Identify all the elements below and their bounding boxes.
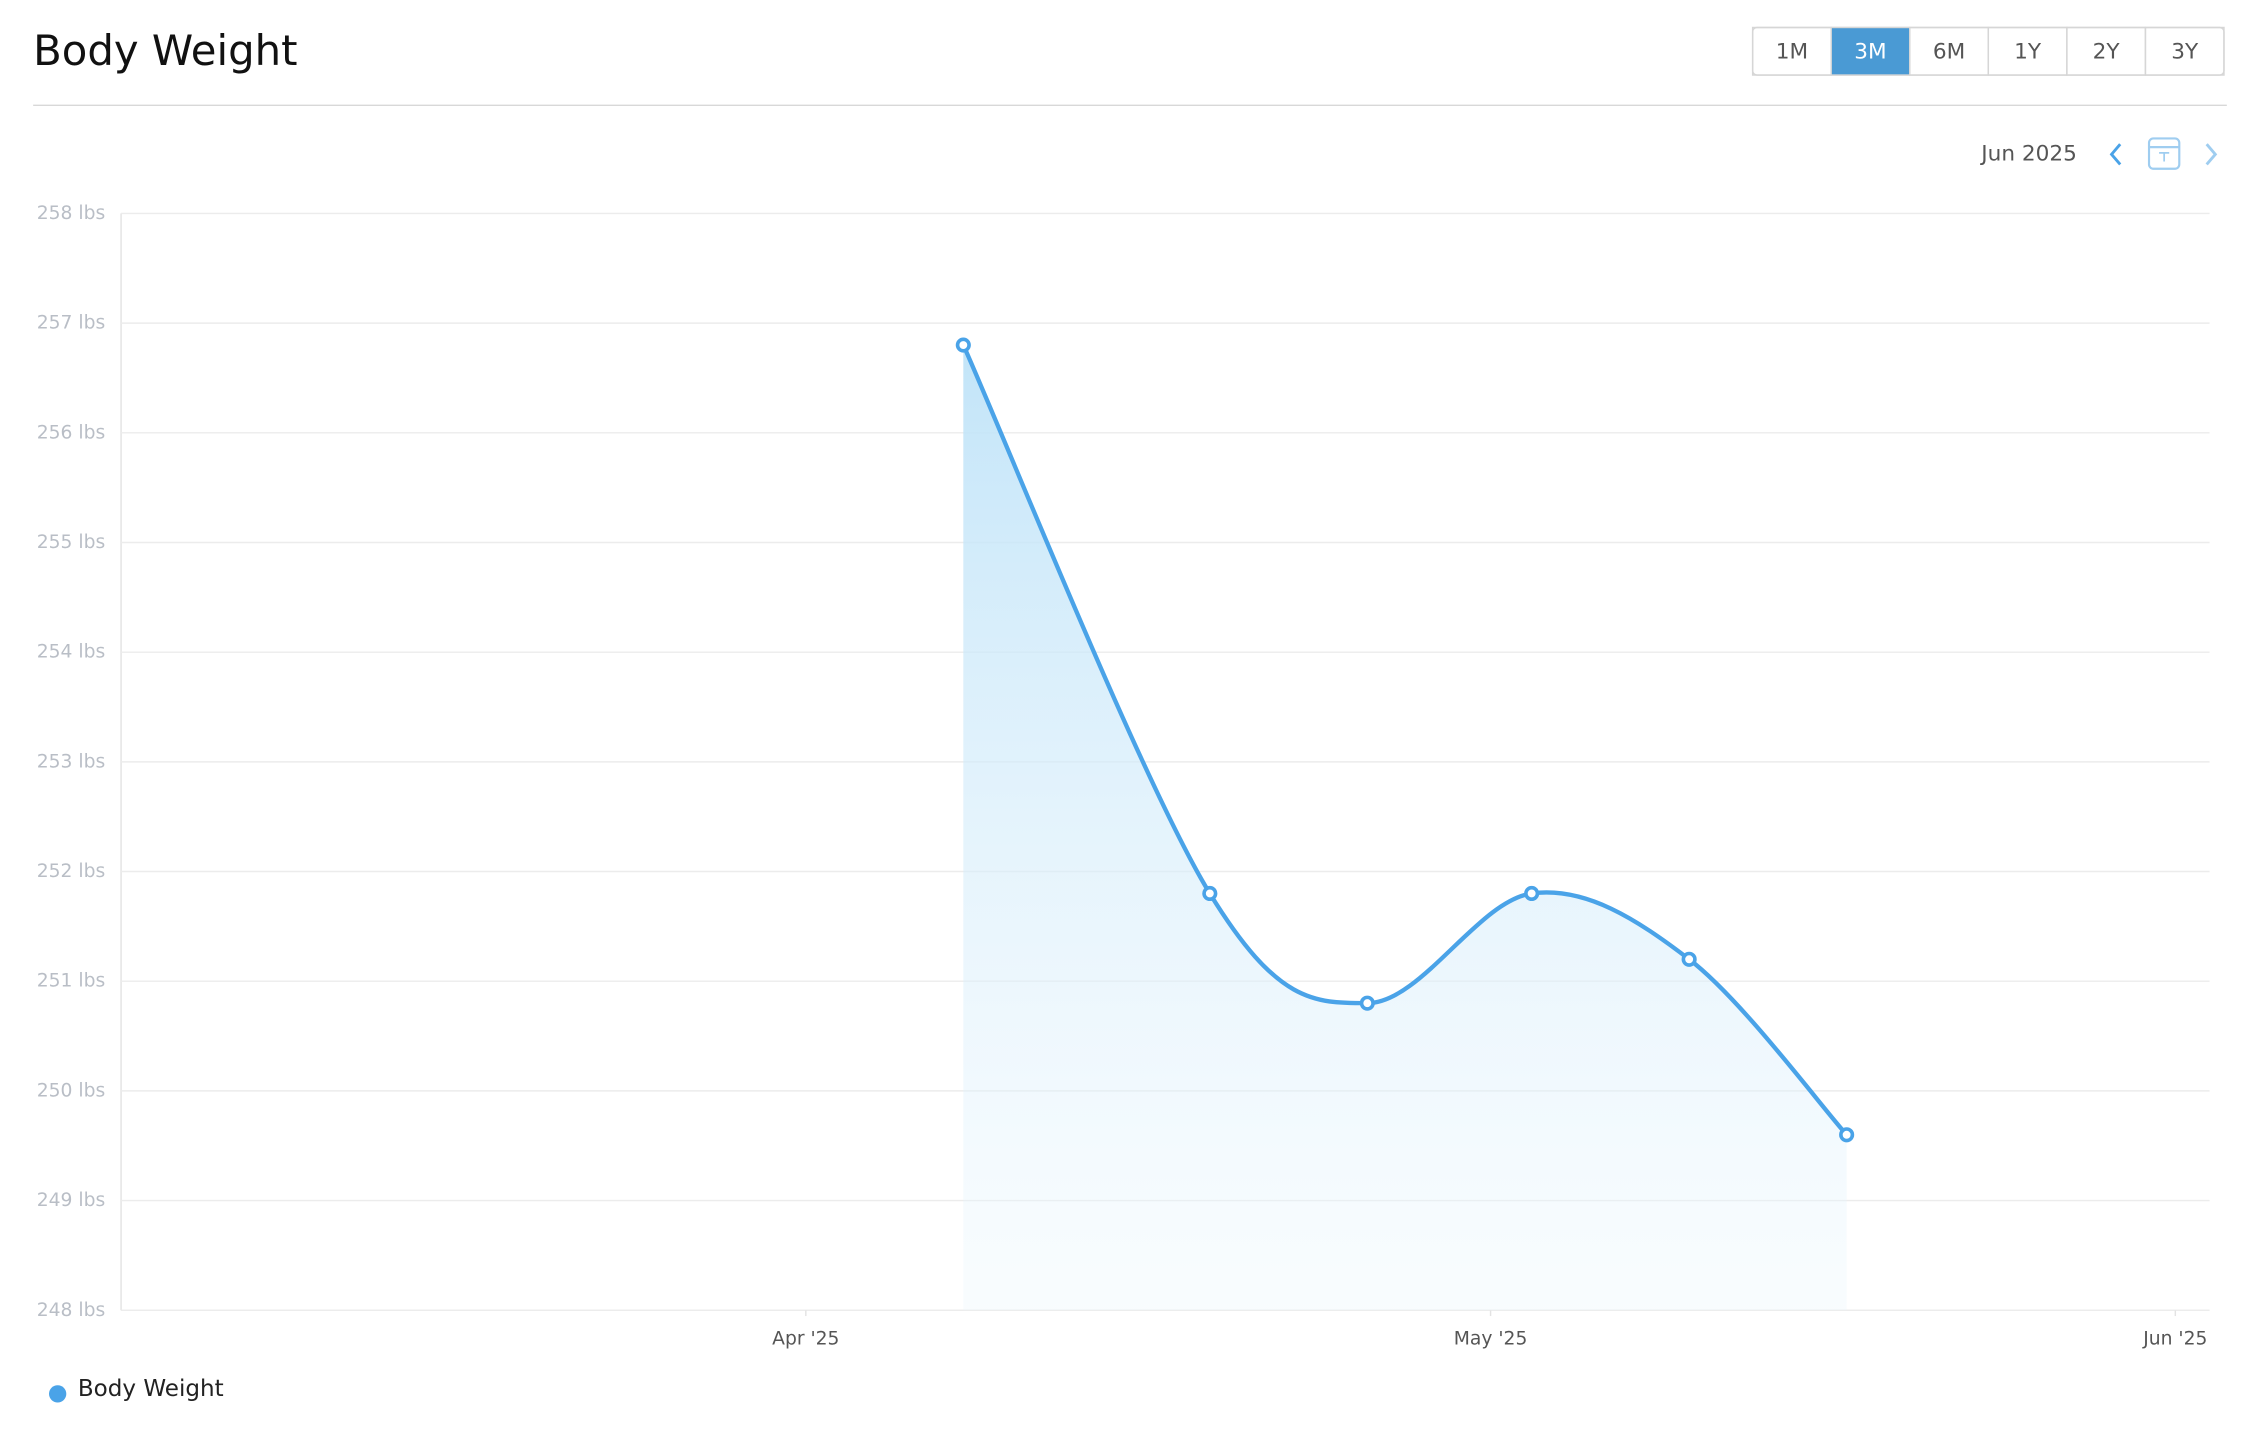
range-button-label: 1Y [2014,40,2042,65]
calendar-button[interactable] [2147,137,2181,170]
legend-swatch [49,1385,67,1403]
range-button-label: 2Y [2093,40,2121,65]
range-selector: 1M 3M 6M 1Y 2Y 3Y [1751,26,2225,76]
y-tick-label: 252 lbs [37,861,106,882]
range-button-label: 3M [1854,40,1886,65]
period-label: Jun 2025 [1979,141,2077,166]
x-tick-label: May '25 [1454,1329,1528,1350]
data-point[interactable] [1681,951,1697,967]
y-tick-label: 258 lbs [37,203,106,224]
y-tick-label: 256 lbs [37,422,106,443]
calendar-icon [2147,137,2181,170]
y-tick-label: 255 lbs [37,532,106,553]
data-point[interactable] [955,337,971,353]
area [963,345,1847,1311]
x-tick-label: Jun '25 [2142,1329,2207,1350]
calendar-icon-t [2159,152,2170,162]
legend-item[interactable]: Body Weight [49,1376,224,1403]
data-point[interactable] [1839,1127,1855,1143]
next-button[interactable] [2205,143,2218,166]
range-button-bg [1830,26,1911,76]
legend-label: Body Weight [78,1376,224,1402]
plot: 248 lbs 249 lbs 250 lbs 251 lbs 252 lbs 253 l… [37,203,2210,1403]
y-tick-label: 249 lbs [37,1190,106,1211]
y-tick-label: 253 lbs [37,751,106,772]
range-button[interactable]: 3Y [2144,26,2225,76]
range-button[interactable]: 3M [1830,26,1911,76]
y-tick-label: 250 lbs [37,1080,106,1101]
y-tick-label: 257 lbs [37,313,106,334]
line [961,344,1849,1137]
range-button-label: 6M [1933,40,1965,65]
range-button-bg [2144,26,2225,76]
range-button-label: 3Y [2171,40,2199,65]
y-tick-label: 248 lbs [37,1300,106,1321]
y-tick-label: 251 lbs [37,971,106,992]
data-point[interactable] [1202,885,1218,902]
data-point[interactable] [1359,995,1375,1011]
page-title: Body Weight [33,26,297,75]
data-point[interactable] [1524,885,1540,902]
y-tick-label: 254 lbs [37,642,106,663]
prev-button[interactable] [2109,143,2122,166]
range-button-label: 1M [1776,40,1808,65]
x-tick-label: Apr '25 [772,1329,839,1350]
